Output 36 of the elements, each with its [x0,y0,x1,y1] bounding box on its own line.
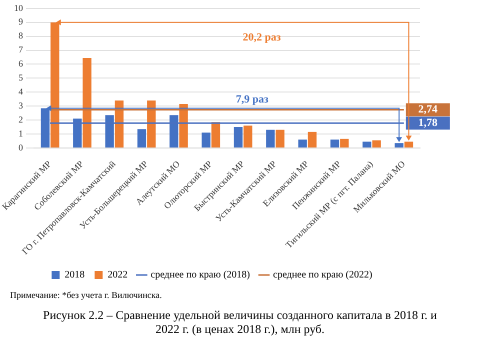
legend-label: 2018 [64,270,85,281]
bar [82,58,92,148]
bar [308,132,317,148]
legend-label: среднее по краю (2018) [150,270,250,281]
bar [266,130,275,148]
data-label: 1,78 [418,116,438,129]
y-tick-label: 6 [18,58,24,69]
y-tick-label: 10 [14,2,24,13]
y-tick-label: 2 [18,114,23,124]
annotation: 7,9 раз [236,94,270,106]
bar [362,142,372,148]
y-tick-label: 7 [18,44,24,55]
bar [340,138,349,148]
bar [330,140,340,148]
bar [276,130,284,148]
bar [137,129,146,148]
text: Примечание: *без учета г. Вилючинска. [10,290,163,302]
bar [298,140,307,148]
bar [179,104,188,148]
data-label: 2,74 [418,104,438,116]
text: Рисунок 2.2 – Сравнение удельной величины созданного капитала в 2018 г. и 2022 г. (в ценах 2018 г.), млн руб. [42,308,438,336]
y-tick-label: 3 [18,100,24,110]
y-tick-label: 0 [18,142,24,152]
y-tick-label: 8 [18,30,24,41]
legend-label: среднее по краю (2022) [273,270,372,281]
y-tick-label: 9 [18,16,24,27]
bar [244,126,252,148]
bar [202,132,210,148]
y-tick-label: 5 [18,72,24,83]
y-tick-label: 1 [18,128,23,138]
bar [211,122,220,148]
bar [372,140,381,148]
y-tick-label: 4 [18,86,24,96]
legend-label: 2022 [108,270,128,281]
bar [234,127,243,148]
annotation: 20,2 раз [242,32,282,44]
